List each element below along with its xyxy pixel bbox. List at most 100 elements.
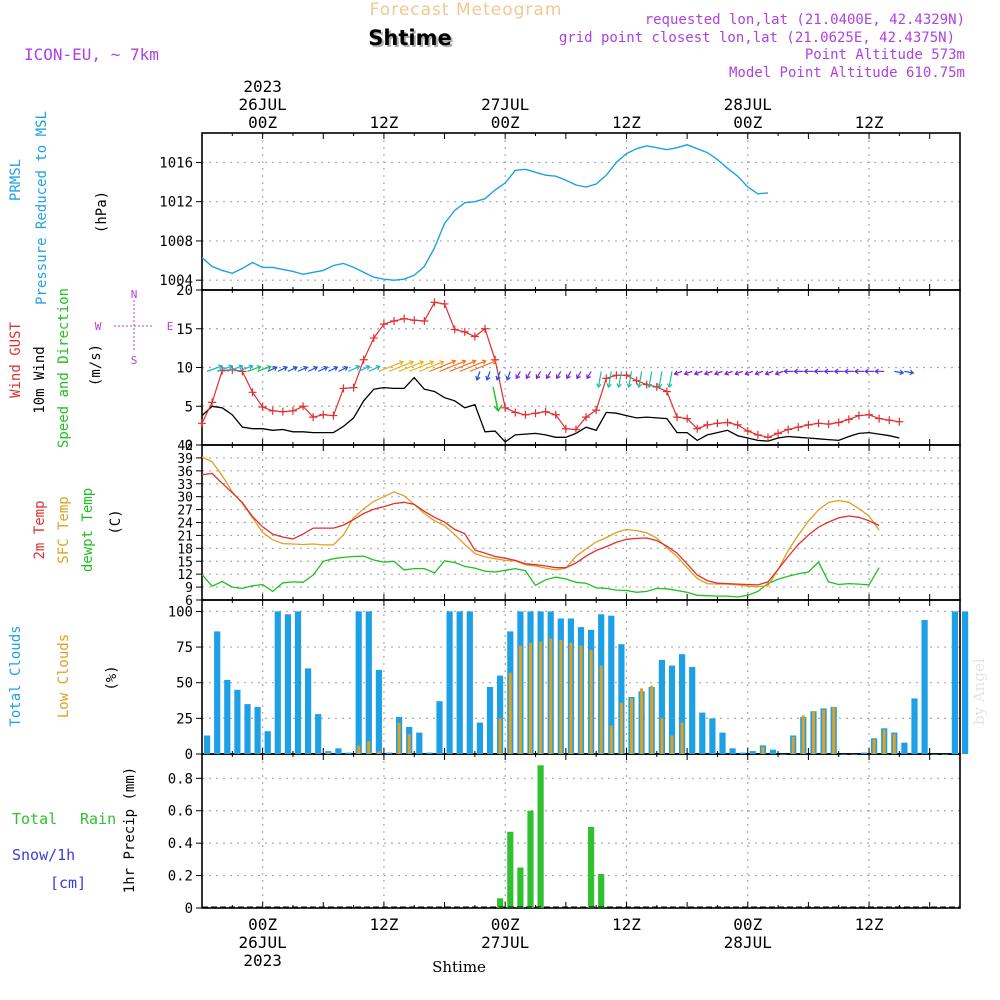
pressure-unit: (hPa) xyxy=(94,191,110,233)
wind-gust-marker xyxy=(713,419,722,428)
wind-direction-arrowhead xyxy=(535,374,541,380)
wind-direction-arrowhead xyxy=(909,369,915,376)
wind-gust-marker xyxy=(349,383,358,392)
precip-rain-label: Rain xyxy=(80,810,116,828)
time-label-bottom: 00Z xyxy=(248,915,277,934)
y-tick-label: 25 xyxy=(176,711,193,727)
wind-gust-marker xyxy=(268,406,277,415)
wind-direction-arrow xyxy=(388,361,414,372)
wind-direction-arrow xyxy=(419,361,444,372)
wind-direction-arrow xyxy=(607,371,612,388)
wind-direction-arrowhead xyxy=(303,365,309,371)
low-cloud-bar xyxy=(518,645,522,754)
wind-direction-arrowhead xyxy=(256,365,262,371)
wind-direction-arrow xyxy=(536,371,542,379)
wind-direction-arrowhead xyxy=(636,383,643,389)
y-tick-label: 0.6 xyxy=(168,804,193,820)
wind-direction-arrowhead xyxy=(545,374,551,380)
wind-direction-arrowhead xyxy=(398,360,404,366)
wind-direction-arrow xyxy=(348,365,360,372)
wind-gust-marker xyxy=(632,376,641,385)
y-tick-label: 0 xyxy=(185,901,193,917)
wind-direction-arrowhead xyxy=(333,365,339,371)
wind-speed-dir-label: Speed and Direction xyxy=(56,288,72,448)
wind-direction-arrowhead xyxy=(626,383,632,389)
low-cloud-bar xyxy=(539,641,543,754)
wind-gust-marker xyxy=(379,320,388,329)
total-cloud-bar xyxy=(214,631,221,754)
wind-direction-arrow xyxy=(368,365,380,372)
panel-frame-pressure xyxy=(201,132,961,291)
wind-gust-marker xyxy=(824,420,833,429)
wind-gust-marker xyxy=(208,398,217,407)
total-cloud-bar xyxy=(486,687,494,754)
total-cloud-bar xyxy=(294,611,302,754)
wind-direction-arrow xyxy=(684,370,693,375)
wind-direction-arrow xyxy=(658,371,663,388)
total-cloud-bar xyxy=(679,654,686,754)
precip-snow-label: Snow/1h xyxy=(12,846,75,864)
low-cloud-bar xyxy=(872,739,876,754)
wind-direction-arrow xyxy=(486,371,491,381)
total-cloud-bar xyxy=(739,752,746,754)
wind-direction-arrowhead xyxy=(355,365,361,371)
low-cloud-bar xyxy=(407,734,411,754)
wind-direction-arrowhead xyxy=(744,370,750,376)
watermark: by Angel xyxy=(970,658,988,725)
point-altitude: Point Altitude 573m xyxy=(805,47,965,63)
wind-direction-arrowhead xyxy=(853,368,859,375)
wind-gust-marker xyxy=(723,418,732,427)
wind-direction-arrowhead xyxy=(596,383,602,389)
wind-direction-arrow xyxy=(449,360,476,372)
wind-direction-arrow xyxy=(755,370,764,375)
model-point-altitude: Model Point Altitude 610.75m xyxy=(729,65,965,81)
wind-gust-marker xyxy=(440,299,449,308)
wind-gust-marker xyxy=(662,387,671,396)
precip-snow-unit: [cm] xyxy=(50,874,86,892)
wind-direction-arrowhead xyxy=(555,374,561,380)
low-cloud-bar xyxy=(812,711,815,754)
rain-bar xyxy=(537,765,544,908)
y-tick-label: 27 xyxy=(177,504,193,519)
y-tick-label: 42 xyxy=(177,439,193,454)
wind-direction-arrowhead xyxy=(218,364,224,370)
wind-direction-arrow xyxy=(297,366,308,372)
total-cloud-bar xyxy=(446,611,453,754)
total-cloud-bar xyxy=(345,752,352,754)
wind-gust-marker xyxy=(875,414,884,423)
wind-gust-marker xyxy=(794,423,803,432)
low-cloud-bar xyxy=(549,638,553,754)
total-cloud-bar xyxy=(931,754,938,755)
wind-direction-arrowhead xyxy=(248,364,254,370)
y-tick-label: 10 xyxy=(176,361,193,377)
wind-direction-arrowhead xyxy=(874,368,879,375)
y-tick-label: 6 xyxy=(185,594,193,609)
low-cloud-bar xyxy=(650,685,654,754)
wind-gust-marker xyxy=(885,416,894,425)
total-cloud-bar xyxy=(355,611,362,754)
wind-gust-marker xyxy=(612,371,621,380)
low-cloud-bar xyxy=(559,639,563,754)
y-tick-label: 75 xyxy=(176,640,193,656)
wind-direction-arrow xyxy=(904,370,914,374)
wind-direction-arrow xyxy=(358,365,370,372)
time-label-bottom: 12Z xyxy=(612,915,641,934)
wind-direction-arrowhead xyxy=(505,375,511,381)
rain-bar xyxy=(497,898,504,908)
y-tick-label: 5 xyxy=(185,399,193,415)
y-tick-label: 0 xyxy=(185,438,193,454)
wind-direction-arrowhead xyxy=(646,383,653,389)
y-tick-label: 24 xyxy=(177,517,193,532)
wind-gust-marker xyxy=(895,417,904,426)
low-cloud-bar xyxy=(882,729,886,754)
low-cloud-bar xyxy=(569,642,573,754)
wind-direction-arrow xyxy=(459,360,486,372)
total-cloud-bar xyxy=(769,749,777,754)
y-tick-label: 12 xyxy=(177,568,193,583)
y-tick-label: 1004 xyxy=(159,273,193,289)
wind-direction-arrow xyxy=(628,371,633,388)
wind-gust-marker xyxy=(470,332,479,341)
wind-direction-arrow xyxy=(206,365,223,372)
wind-direction-arrowhead xyxy=(843,368,849,375)
wind-direction-arrow xyxy=(469,360,497,372)
